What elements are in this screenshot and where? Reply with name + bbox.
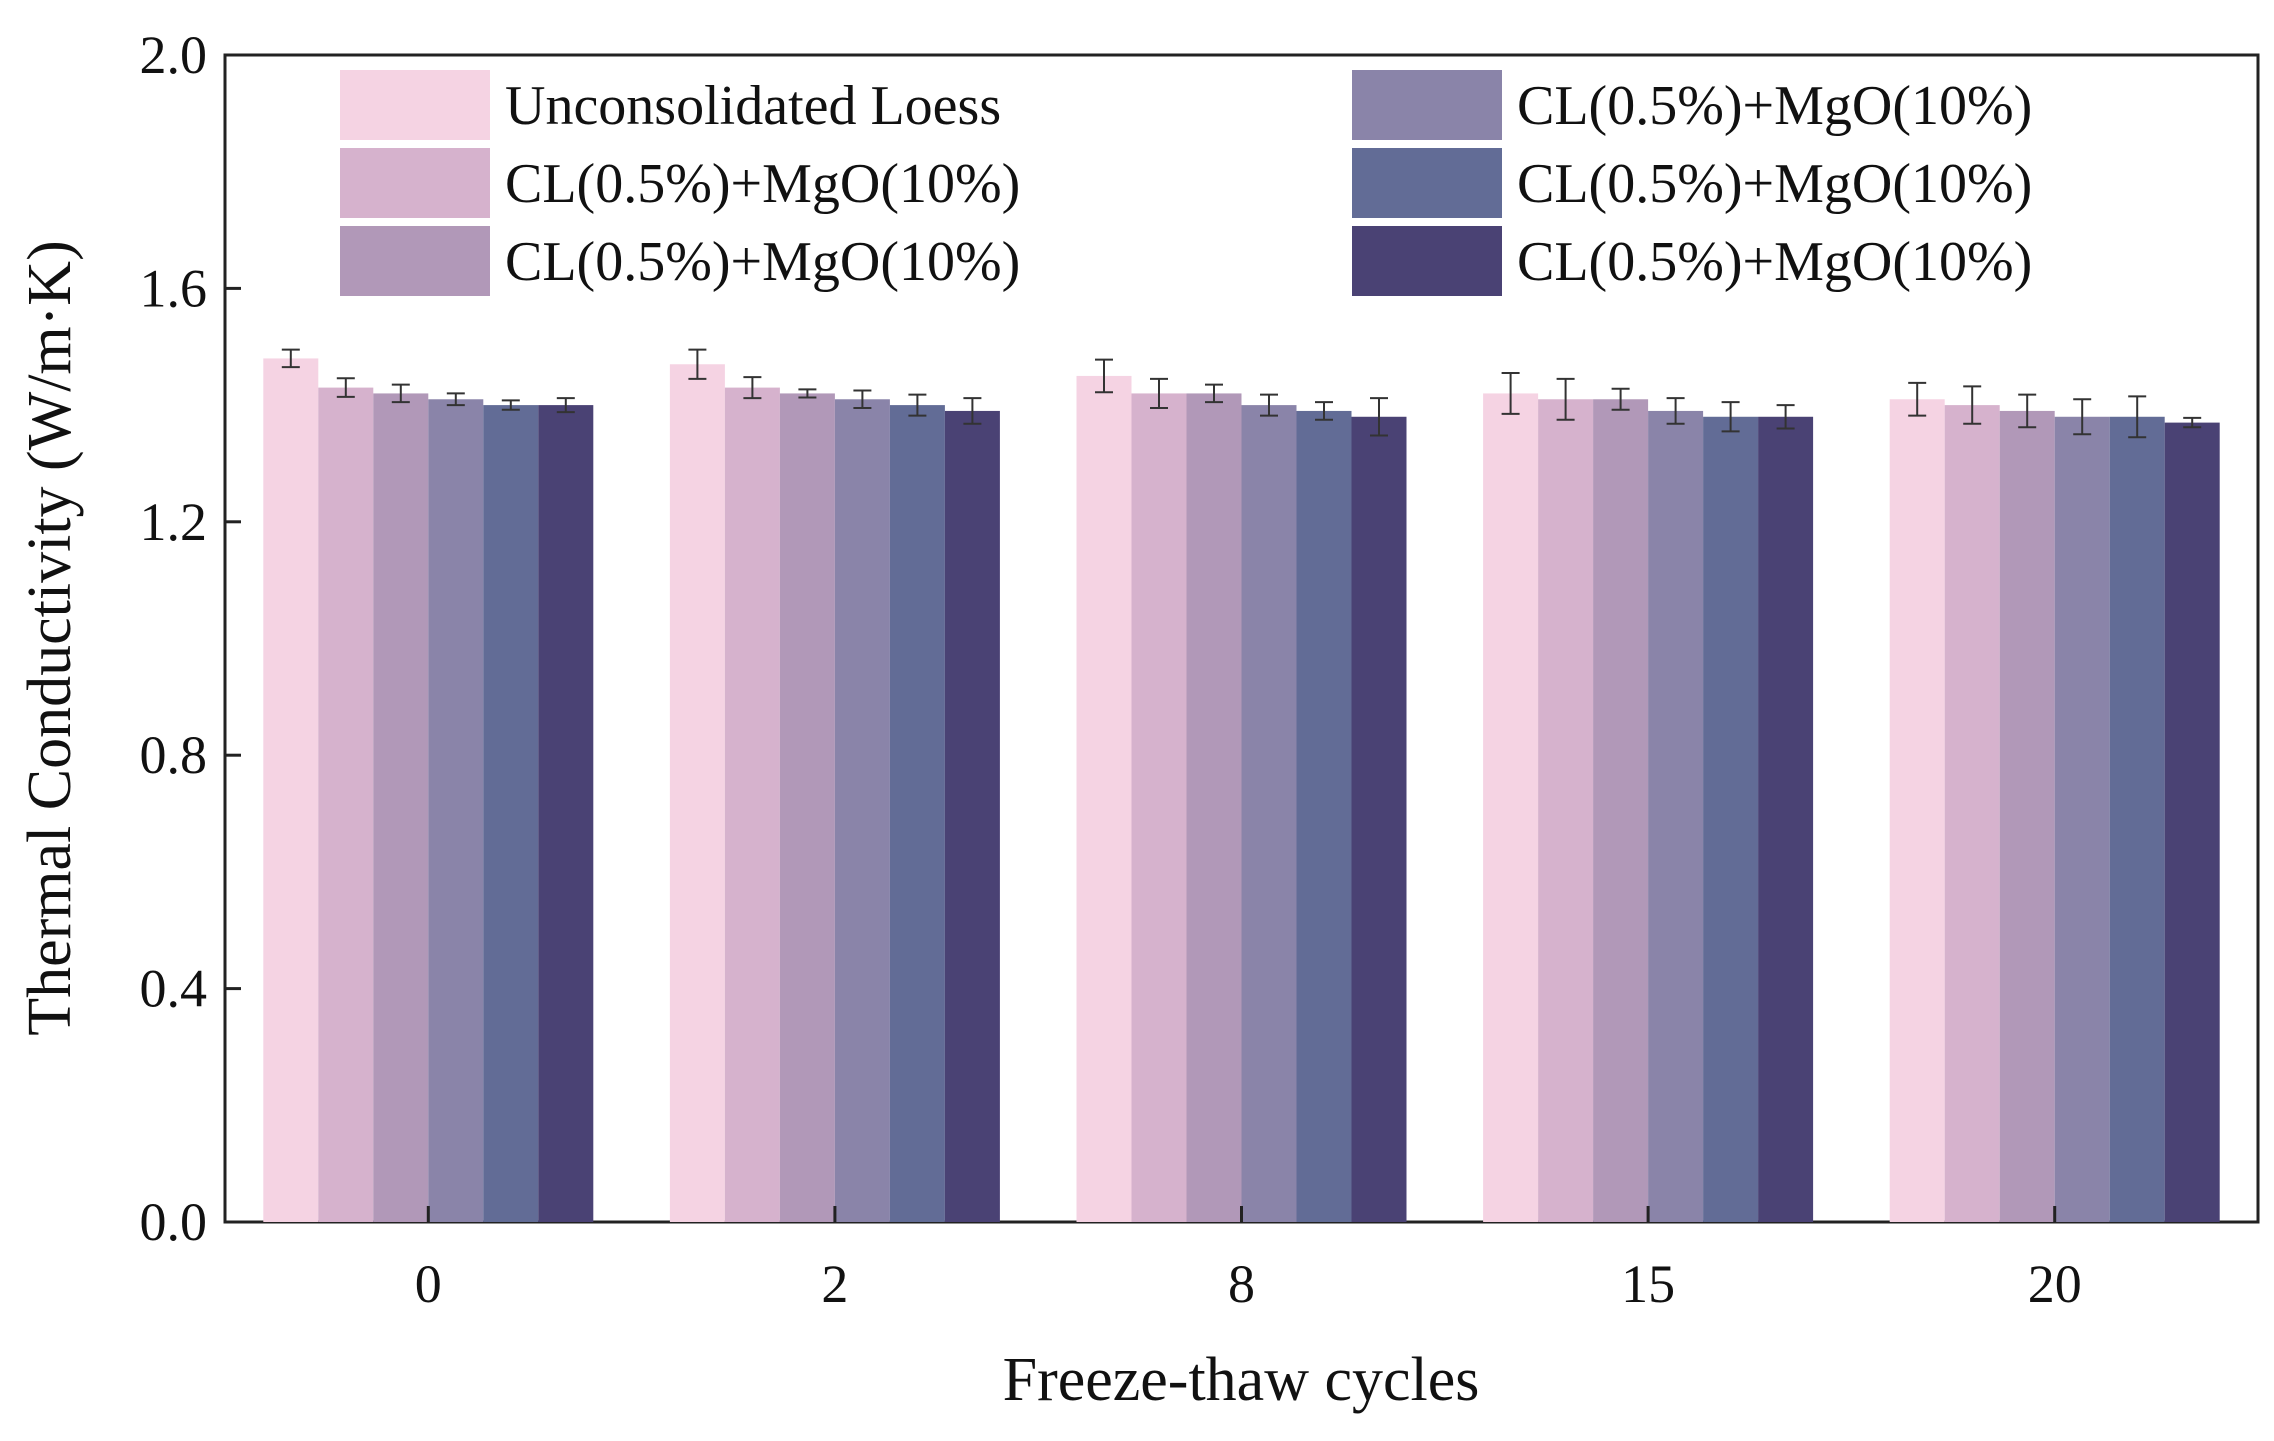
bar: [373, 393, 429, 1222]
legend-label: CL(0.5%)+MgO(10%): [505, 231, 1020, 293]
legend-label: CL(0.5%)+MgO(10%): [1517, 231, 2032, 293]
y-tick-label: 0.0: [140, 1192, 208, 1252]
legend-label: CL(0.5%)+MgO(10%): [1517, 75, 2032, 137]
bar: [483, 405, 539, 1223]
legend-swatch: [340, 148, 490, 218]
bar: [779, 393, 835, 1222]
x-axis: 0 2 8 15 20: [415, 1206, 2082, 1314]
legend-swatch: [340, 70, 490, 140]
bar: [1131, 393, 1187, 1222]
bar: [1999, 410, 2055, 1222]
bar: [1703, 416, 1759, 1222]
bar: [318, 387, 374, 1223]
bar: [724, 387, 780, 1223]
bar: [2054, 416, 2110, 1222]
x-tick-label: 2: [821, 1254, 848, 1314]
x-tick-label: 15: [1621, 1254, 1675, 1314]
legend-swatch: [1352, 70, 1502, 140]
bar: [1483, 393, 1539, 1222]
y-tick-label: 0.4: [140, 959, 208, 1019]
bar: [1648, 410, 1704, 1222]
legend-label: CL(0.5%)+MgO(10%): [1517, 153, 2032, 215]
x-tick-label: 0: [415, 1254, 442, 1314]
y-tick-label: 1.2: [140, 492, 208, 552]
bar: [1296, 410, 1352, 1222]
bar: [1241, 405, 1297, 1223]
bar: [1944, 405, 2000, 1223]
x-tick-label: 20: [2028, 1254, 2082, 1314]
y-tick-label: 1.6: [140, 258, 208, 318]
bar: [1076, 375, 1132, 1222]
legend-label: CL(0.5%)+MgO(10%): [505, 153, 1020, 215]
legend-swatch: [1352, 226, 1502, 296]
bar: [1538, 399, 1594, 1222]
bar: [428, 399, 484, 1222]
bar: [669, 364, 725, 1222]
bar: [1758, 416, 1814, 1222]
bar: [834, 399, 890, 1222]
bars-layer: [263, 358, 2220, 1223]
bar: [1593, 399, 1649, 1222]
bar: [263, 358, 319, 1222]
bar: [944, 410, 1000, 1222]
error-bars-layer: [281, 348, 2202, 439]
bar: [2109, 416, 2165, 1222]
x-tick-label: 8: [1228, 1254, 1255, 1314]
bar: [889, 405, 945, 1223]
y-tick-label: 0.8: [140, 725, 208, 785]
y-tick-label: 2.0: [140, 25, 208, 85]
bar: [1889, 399, 1945, 1222]
y-axis: 0.0 0.4 0.8 1.2 1.6 2.0: [140, 25, 241, 1252]
bar: [2164, 422, 2220, 1223]
x-axis-title: Freeze-thaw cycles: [1003, 1346, 1480, 1414]
y-axis-title: Thermal Conductivity (W/m·K): [16, 240, 84, 1035]
bar: [1186, 393, 1242, 1222]
legend-label: Unconsolidated Loess: [505, 75, 1001, 137]
legend-swatch: [1352, 148, 1502, 218]
legend-swatch: [340, 226, 490, 296]
bar: [538, 405, 594, 1223]
legend: Unconsolidated Loess CL(0.5%)+MgO(10%) CL(…: [340, 70, 2032, 296]
bar: [1351, 416, 1407, 1222]
